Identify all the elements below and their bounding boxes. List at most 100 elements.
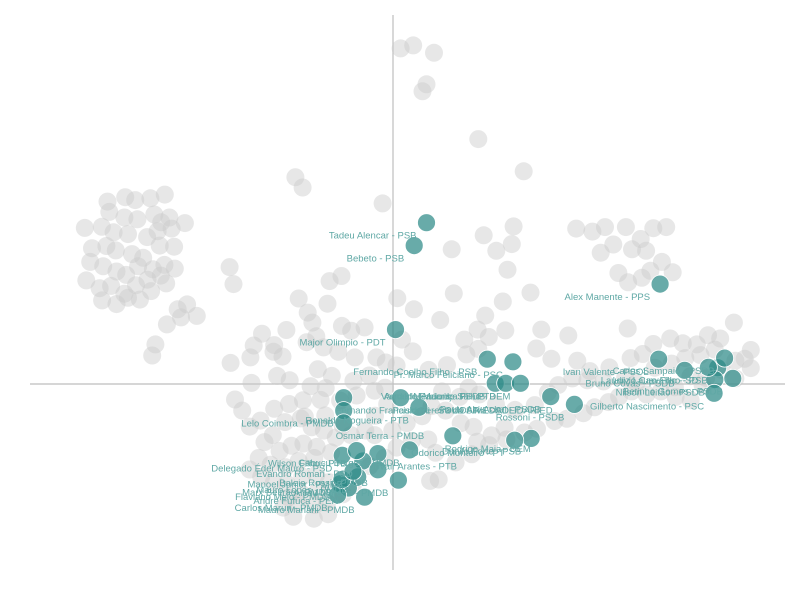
background-point xyxy=(150,236,169,255)
background-point xyxy=(277,321,296,339)
point-label: Wilson Filho - PTB xyxy=(268,459,347,470)
background-point xyxy=(307,327,326,346)
background-point xyxy=(699,326,717,345)
point-label: Alex Manente - PPS xyxy=(565,292,651,303)
background-point xyxy=(464,417,483,436)
background-point xyxy=(92,217,111,236)
background-point xyxy=(578,371,597,390)
background-point xyxy=(241,348,260,367)
background-point xyxy=(302,418,321,437)
background-point xyxy=(618,319,637,338)
background-point xyxy=(619,273,638,292)
highlighted-point xyxy=(715,348,734,368)
background-point xyxy=(442,240,461,259)
background-point xyxy=(242,373,261,392)
background-point xyxy=(264,342,283,361)
background-point xyxy=(265,336,284,355)
background-point xyxy=(98,192,117,211)
background-point xyxy=(431,311,450,329)
background-point xyxy=(100,202,119,221)
background-point xyxy=(277,474,296,493)
background-point xyxy=(253,324,271,343)
highlighted-point xyxy=(391,388,411,408)
background-point xyxy=(450,387,469,406)
background-point xyxy=(360,366,379,385)
point-label: Flaviano Melo - PMDB xyxy=(235,492,330,503)
background-point xyxy=(376,353,395,372)
point-label: Baleia Rossi - PMDB xyxy=(279,478,368,489)
background-point xyxy=(609,264,628,282)
point-label: Vanderlei Macris - PSDB xyxy=(381,391,485,402)
background-point xyxy=(240,460,259,479)
background-point xyxy=(446,453,465,472)
background-point xyxy=(83,239,101,258)
background-point xyxy=(487,241,506,260)
point-label: Major Olimpio - PDT xyxy=(299,338,385,349)
background-point xyxy=(128,210,147,229)
background-point xyxy=(663,263,682,282)
background-point xyxy=(115,284,134,303)
background-point xyxy=(687,335,706,354)
highlighted-point xyxy=(343,461,363,481)
background-point xyxy=(404,36,423,55)
background-point xyxy=(403,342,422,361)
highlighted-point xyxy=(368,460,388,480)
background-point xyxy=(417,75,436,94)
background-point xyxy=(741,341,760,359)
background-point xyxy=(567,219,586,238)
background-point xyxy=(468,432,487,451)
background-point xyxy=(496,321,515,340)
background-point xyxy=(344,372,363,390)
point-label: Ronaldo Nogueira - PTB xyxy=(305,415,409,426)
background-point xyxy=(178,295,197,314)
background-point xyxy=(594,372,613,391)
background-point xyxy=(332,267,351,285)
background-point xyxy=(480,436,499,455)
highlighted-point xyxy=(723,368,743,388)
background-point xyxy=(292,484,311,503)
background-point xyxy=(627,373,646,392)
background-point xyxy=(280,371,299,390)
background-point xyxy=(316,379,335,398)
background-point xyxy=(115,208,134,227)
background-point xyxy=(273,347,292,366)
background-point xyxy=(316,406,335,425)
background-point xyxy=(365,381,384,400)
background-point xyxy=(637,385,656,404)
background-point xyxy=(542,349,561,368)
background-point xyxy=(621,349,640,368)
background-point xyxy=(289,289,308,308)
background-point xyxy=(425,43,443,62)
background-point xyxy=(741,359,760,378)
point-label: Manoel Junior - PMDB xyxy=(247,479,343,490)
background-point xyxy=(291,409,310,428)
highlighted-point xyxy=(503,352,523,372)
highlighted-point xyxy=(386,320,405,340)
point-label: Paulo Pereira da Silva - SOLIDARIED xyxy=(393,406,553,417)
point-label: Luiz Lauro Filho - PSB xyxy=(613,376,708,387)
background-point xyxy=(557,409,576,428)
point-label: Evandro Roman - PSD xyxy=(256,469,353,480)
point-label: Gilberto Nascimento - PSC xyxy=(590,401,704,412)
highlighted-points xyxy=(328,213,743,507)
background-point xyxy=(224,275,243,294)
background-point xyxy=(286,168,305,187)
background-point xyxy=(138,270,157,289)
point-label: Rossoni - PSDB xyxy=(496,412,565,423)
highlighted-point xyxy=(355,487,375,507)
background-point xyxy=(506,400,524,419)
background-point xyxy=(157,315,176,334)
background-point xyxy=(130,290,149,309)
background-point xyxy=(616,218,635,237)
background-point xyxy=(599,393,618,412)
background-point xyxy=(123,245,141,264)
highlighted-point xyxy=(565,394,584,414)
highlighted-point xyxy=(347,441,367,461)
background-point xyxy=(233,401,252,420)
background-point xyxy=(532,320,551,339)
point-labels: Tadeu Alencar - PSB Bebeto - PSB Alex Mane… xyxy=(211,231,723,517)
point-label: Rodrigo Maia - DEM xyxy=(445,444,531,455)
point-label: Bruno Covas - PSDB xyxy=(585,378,674,389)
background-point xyxy=(75,218,94,237)
background-point xyxy=(476,306,495,325)
